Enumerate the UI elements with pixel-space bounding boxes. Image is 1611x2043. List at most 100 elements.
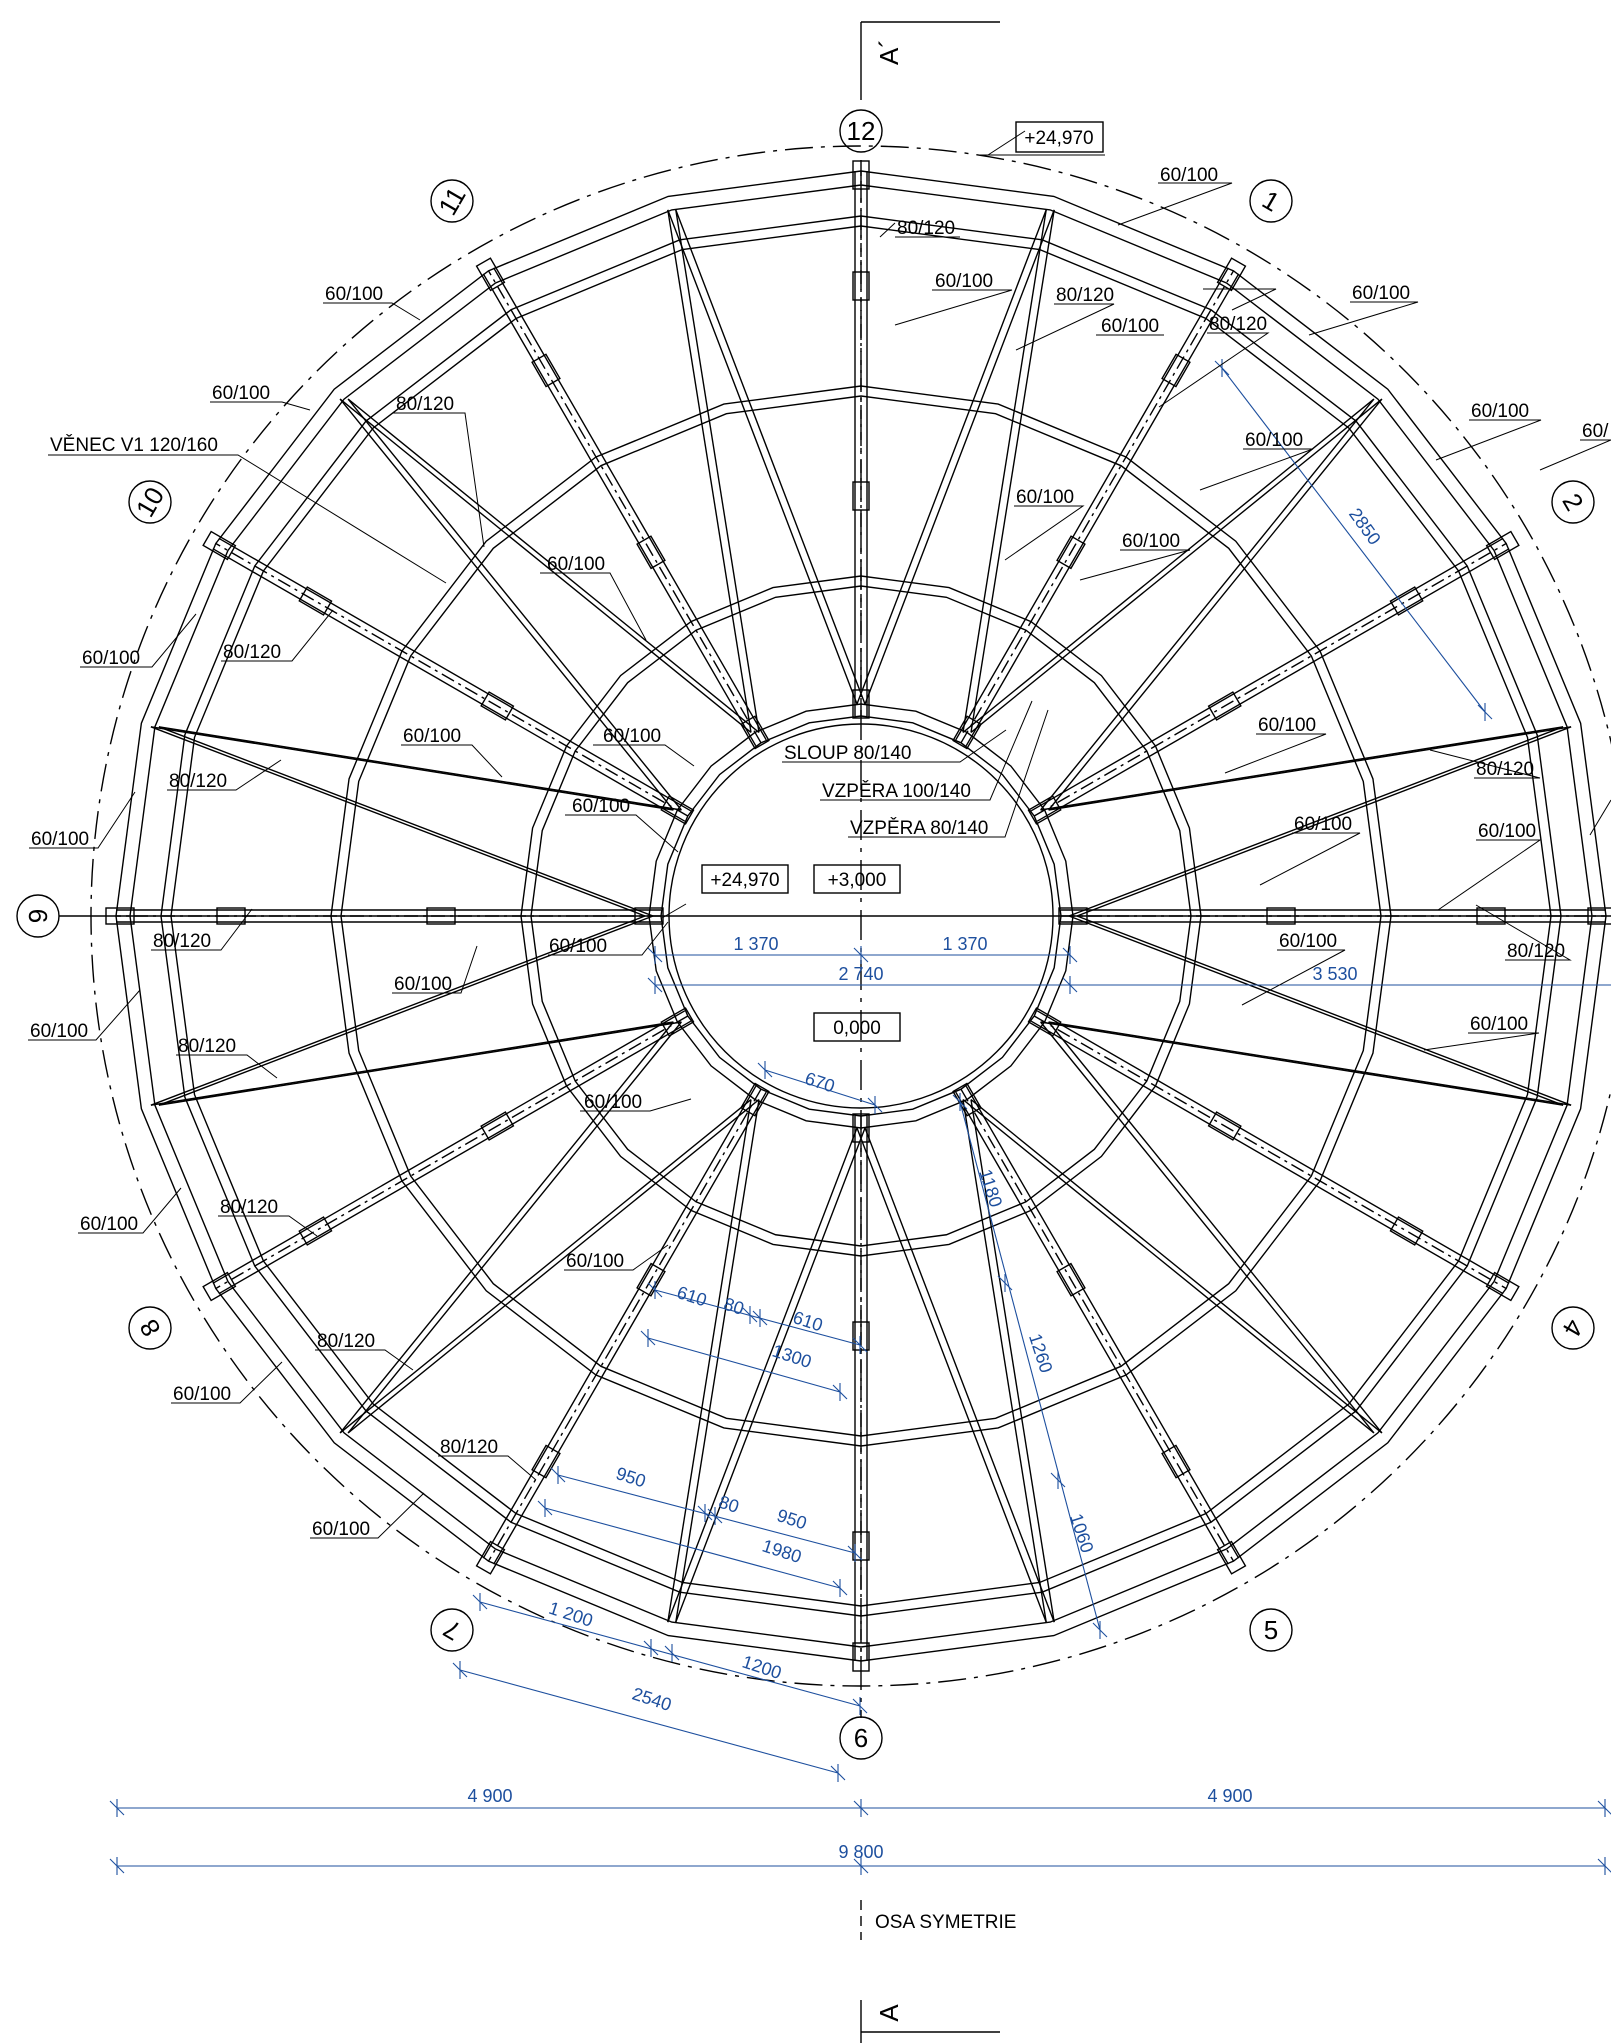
- dim-4900-left: 4 900: [467, 1786, 512, 1806]
- axis-marker-10: 10: [128, 480, 172, 524]
- axis-marker-11: 11: [430, 179, 474, 223]
- beam-label-60-100-1: 60/100: [1160, 165, 1218, 186]
- beam-label-60-100-2: 60/100: [935, 271, 993, 292]
- svg-text:+3,000: +3,000: [828, 870, 887, 891]
- svg-text:11: 11: [432, 182, 471, 220]
- axis-marker-6: 6: [839, 1716, 883, 1760]
- beam-label-80-120-8: 80/120: [169, 771, 227, 792]
- beam-label-60-100-24: 60/100: [394, 974, 452, 995]
- beam-label-60-100-18: 60/100: [82, 648, 140, 669]
- axis-marker-9: 9: [16, 894, 60, 938]
- beam-label-60-100-10: 60/100: [1294, 814, 1352, 835]
- beam-label-60-100-27: 60/100: [80, 1214, 138, 1235]
- beam-label-60-100-12: 60/100: [1279, 931, 1337, 952]
- dim-1980: 1980: [760, 1536, 804, 1567]
- beam-label-60-100-7: 60/100: [1016, 487, 1074, 508]
- elevation-center-a: +24,970: [701, 864, 789, 894]
- dim-670: 670: [802, 1068, 837, 1096]
- elevation-top: +24,970: [1015, 121, 1104, 153]
- beam-label-60-100-26: 60/100: [584, 1092, 642, 1113]
- dim-1370-left: 1 370: [733, 934, 778, 954]
- beam-label-60-100-17: 60/100: [547, 554, 605, 575]
- beam-label-80-120-9: 80/120: [153, 931, 211, 952]
- dim-1370-right: 1 370: [942, 934, 987, 954]
- beam-label-60-100-22: 60/100: [31, 829, 89, 850]
- axis-marker-4: 4: [1551, 1306, 1595, 1350]
- svg-text:A: A: [874, 2004, 904, 2022]
- axis-marker-8: 8: [128, 1306, 172, 1350]
- axis-marker-12: 12: [839, 109, 883, 153]
- dim-1200-b: 1200: [740, 1652, 784, 1683]
- svg-text:7: 7: [438, 1613, 466, 1646]
- beam-label-60-100-25: 60/100: [30, 1021, 88, 1042]
- beam-label-60-100-14: 60/: [1582, 421, 1609, 442]
- beam-label-80-120-1: 80/120: [897, 218, 955, 239]
- dim-1060: 1060: [1066, 1511, 1097, 1555]
- beam-label-60-100-15: 60/100: [325, 284, 383, 305]
- svg-text:9: 9: [23, 909, 53, 923]
- strut-label-100-140: VZPĚRA 100/140: [822, 780, 971, 802]
- section-mark-bottom: A: [861, 2004, 1000, 2033]
- structure-lines: [59, 22, 1611, 2043]
- beam-label-60-100-6: 60/100: [1245, 430, 1303, 451]
- beam-label-60-100-4: 60/100: [1352, 283, 1410, 304]
- svg-text:5: 5: [1264, 1615, 1278, 1645]
- label-leaders: [28, 130, 1611, 1539]
- svg-text:1: 1: [1257, 184, 1285, 217]
- beam-label-80-120-6: 80/120: [396, 394, 454, 415]
- beam-label-80-120-13: 80/120: [440, 1437, 498, 1458]
- dim-80-b: 80: [716, 1492, 741, 1517]
- beam-label-60-100-20: 60/100: [603, 726, 661, 747]
- dim-2740: 2 740: [838, 964, 883, 984]
- axis-marker-7: 7: [430, 1608, 474, 1652]
- beam-label-60-100-21: 60/100: [572, 796, 630, 817]
- symmetry-axis-label: OSA SYMETRIE: [875, 1912, 1016, 1933]
- dim-3530: 3 530: [1312, 964, 1357, 984]
- dim-1300: 1300: [770, 1341, 814, 1372]
- svg-text:2: 2: [1556, 488, 1589, 516]
- svg-text:A´: A´: [874, 39, 904, 65]
- beam-label-60-100-11: 60/100: [1478, 821, 1536, 842]
- dim-610-b: 610: [790, 1307, 825, 1335]
- axis-marker-5: 5: [1249, 1608, 1293, 1652]
- beam-label-60-100-23: 60/100: [549, 936, 607, 957]
- dim-4900-right: 4 900: [1207, 1786, 1252, 1806]
- beam-label-80-120-3: 80/120: [1209, 314, 1267, 335]
- dim-2540: 2540: [630, 1684, 674, 1715]
- elevation-center-c: 0,000: [813, 1012, 901, 1042]
- svg-text:+24,970: +24,970: [710, 870, 779, 891]
- beam-label-80-120-5: 80/120: [1507, 941, 1565, 962]
- svg-text:0,000: 0,000: [833, 1018, 881, 1039]
- dim-950-b: 950: [774, 1505, 809, 1533]
- beam-label-60-100-28: 60/100: [566, 1251, 624, 1272]
- elevation-center-b: +3,000: [813, 864, 901, 894]
- beam-label-80-120-7: 80/120: [223, 642, 281, 663]
- beam-label-60-100-5: 60/100: [1471, 401, 1529, 422]
- beam-label-80-120-4: 80/120: [1476, 759, 1534, 780]
- beam-label-60-100-8: 60/100: [1122, 531, 1180, 552]
- dim-1260: 1260: [1025, 1331, 1056, 1375]
- beam-label-60-100-13: 60/100: [1470, 1014, 1528, 1035]
- beam-label-80-120-10: 80/120: [178, 1036, 236, 1057]
- dimension-lines: [109, 359, 1611, 1875]
- column-label: SLOUP 80/140: [784, 743, 911, 764]
- svg-text:+24,970: +24,970: [1024, 128, 1093, 149]
- dim-9800: 9 800: [838, 1842, 883, 1862]
- beam-label-60-100-29: 60/100: [173, 1384, 231, 1405]
- beam-label-80-120-12: 80/120: [317, 1331, 375, 1352]
- svg-text:8: 8: [133, 1314, 166, 1342]
- svg-text:10: 10: [130, 482, 170, 522]
- beam-label-80-120-2: 80/120: [1056, 285, 1114, 306]
- strut-label-80-140: VZPĚRA 80/140: [850, 817, 988, 839]
- beam-label-60-100-19: 60/100: [403, 726, 461, 747]
- svg-text:6: 6: [854, 1723, 868, 1753]
- dim-610-a: 610: [674, 1282, 709, 1310]
- svg-text:4: 4: [1556, 1314, 1589, 1342]
- dim-950-a: 950: [613, 1463, 648, 1491]
- axis-marker-1: 1: [1249, 179, 1293, 223]
- beam-label-60-100-3: 60/100: [1101, 316, 1159, 337]
- dim-2850: 2850: [1345, 504, 1385, 548]
- section-mark-top: A´: [861, 21, 1000, 65]
- beam-label-60-100-16: 60/100: [212, 383, 270, 404]
